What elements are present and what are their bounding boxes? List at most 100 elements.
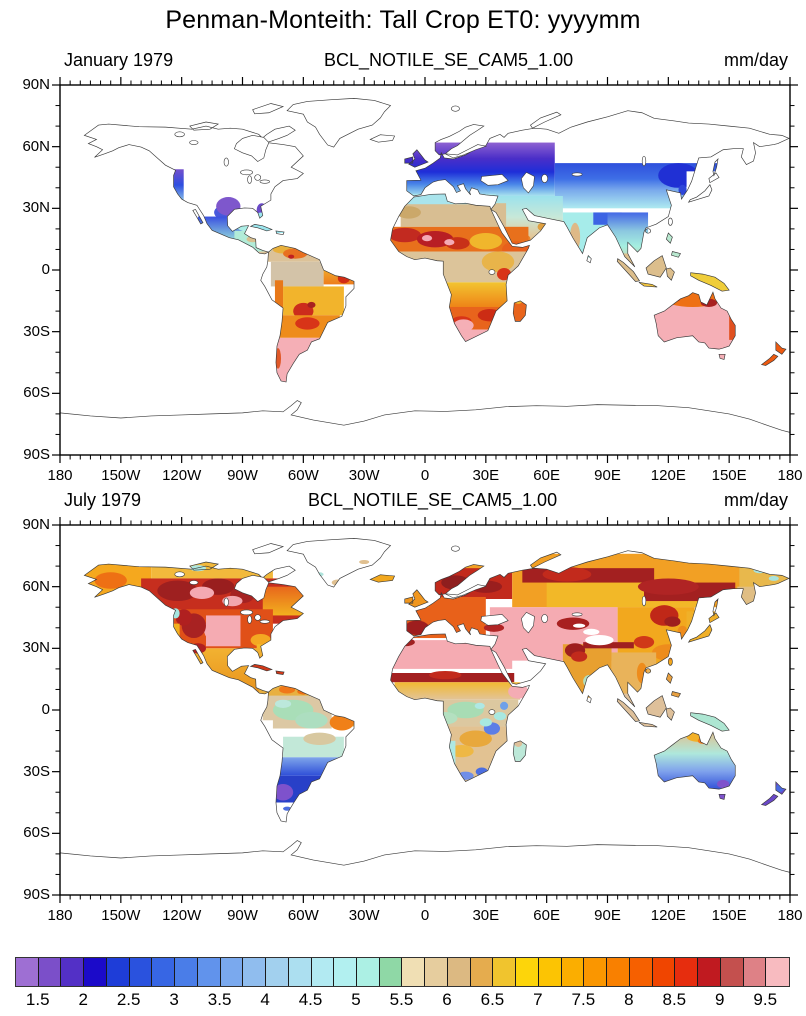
colorbar-tick-label: 7 bbox=[533, 990, 543, 1009]
lat-tick-label: 90N bbox=[22, 76, 50, 93]
colorbar-tick-label: 2 bbox=[78, 990, 88, 1009]
lat-tick-label: 60S bbox=[23, 384, 50, 402]
panel2-model-label: BCL_NOTILE_SE_CAM5_1.00 bbox=[307, 490, 558, 510]
colorbar-swatch bbox=[357, 958, 380, 986]
colorbar-swatch bbox=[516, 958, 539, 986]
map-frame bbox=[59, 524, 791, 896]
lon-tick-label: 180 bbox=[47, 907, 73, 924]
colorbar-tick-label: 7.5 bbox=[571, 990, 596, 1009]
colorbar-tick-label: 8.5 bbox=[662, 990, 687, 1009]
colorbar-swatch bbox=[447, 958, 471, 986]
colorbar-tick-label: 3.5 bbox=[207, 990, 232, 1009]
colorbar-tick-label: 5 bbox=[351, 990, 361, 1009]
colorbar-swatch bbox=[175, 958, 198, 986]
lon-tick-label: 60W bbox=[287, 467, 319, 484]
et0-fill-layer bbox=[80, 553, 790, 811]
colorbar-tick-label: 9 bbox=[715, 990, 725, 1009]
lat-tick-label: 90S bbox=[23, 886, 50, 903]
colorbar-swatch bbox=[129, 958, 153, 986]
lon-tick-label: 60W bbox=[287, 907, 319, 924]
colorbar-swatch bbox=[84, 958, 107, 986]
colorbar-tick-label: 2.5 bbox=[116, 990, 141, 1009]
world-map bbox=[60, 538, 790, 895]
lon-tick-label: 180 bbox=[777, 467, 803, 484]
lon-tick-label: 120W bbox=[162, 907, 202, 924]
coastlines bbox=[60, 98, 790, 455]
colorbar-swatch bbox=[538, 958, 562, 986]
lon-tick-label: 150W bbox=[101, 467, 141, 484]
colorbar-tick-label: 4 bbox=[260, 990, 270, 1009]
colorbar-swatch bbox=[61, 958, 85, 986]
colorbar-swatch bbox=[720, 958, 744, 986]
lat-tick-label: 30N bbox=[22, 639, 50, 657]
axis-ticks bbox=[52, 517, 798, 903]
lon-tick-label: 120E bbox=[650, 907, 686, 924]
colorbar-swatch bbox=[675, 958, 699, 986]
colorbar-swatch bbox=[698, 958, 721, 986]
colorbar-swatch bbox=[629, 958, 653, 986]
lat-tick-label: 90N bbox=[22, 516, 50, 533]
colorbar-swatch bbox=[652, 958, 676, 986]
colorbar-swatch bbox=[220, 958, 244, 986]
lon-tick-label: 150E bbox=[711, 467, 747, 484]
panel2-date-label: July 1979 bbox=[64, 490, 142, 510]
axis-ticks bbox=[52, 77, 798, 463]
lon-tick-label: 90E bbox=[594, 467, 621, 484]
map-july bbox=[48, 513, 802, 907]
lon-tick-label: 0 bbox=[420, 907, 430, 924]
lon-tick-label: 30E bbox=[472, 467, 500, 484]
colorbar bbox=[15, 957, 790, 987]
colorbar-tick-label: 9.5 bbox=[753, 990, 778, 1009]
lat-tick-label: 30S bbox=[23, 762, 50, 780]
lat-tick-label: 90S bbox=[23, 446, 50, 463]
colorbar-tick-label: 6.5 bbox=[480, 990, 505, 1009]
colorbar-tick-label: 5.5 bbox=[389, 990, 414, 1009]
lon-tick-label: 150E bbox=[711, 907, 747, 924]
panel2-units-label: mm/day bbox=[723, 490, 788, 510]
lat-tick-label: 30S bbox=[23, 322, 50, 340]
lon-tick-label: 60E bbox=[533, 907, 560, 924]
map-frame bbox=[59, 84, 791, 456]
panel1-header: January 1979 BCL_NOTILE_SE_CAM5_1.00 mm/… bbox=[60, 50, 790, 74]
colorbar-swatch bbox=[743, 958, 767, 986]
colorbar-tick-label: 3 bbox=[169, 990, 179, 1009]
colorbar-swatch bbox=[38, 958, 62, 986]
lat-tick-label: 0 bbox=[41, 261, 50, 278]
lon-tick-label: 120W bbox=[162, 467, 202, 484]
colorbar-swatch bbox=[106, 958, 130, 986]
colorbar-tick-label: 6 bbox=[442, 990, 452, 1009]
colorbar-swatch bbox=[152, 958, 176, 986]
lon-tick-label: 120E bbox=[650, 467, 686, 484]
lon-tick-label: 180 bbox=[47, 467, 73, 484]
panel1-model-label: BCL_NOTILE_SE_CAM5_1.00 bbox=[323, 50, 574, 70]
colorbar-swatch bbox=[493, 958, 517, 986]
lon-tick-label: 180 bbox=[777, 907, 803, 924]
lon-tick-label: 30E bbox=[472, 907, 500, 924]
map-canvas bbox=[52, 77, 798, 463]
lon-tick-label: 90E bbox=[594, 907, 621, 924]
colorbar-swatch bbox=[607, 958, 630, 986]
map-january bbox=[48, 73, 802, 467]
colorbar-swatch bbox=[470, 958, 494, 986]
world-map bbox=[60, 98, 790, 455]
lon-tick-label: 30W bbox=[348, 907, 380, 924]
colorbar-swatch bbox=[379, 958, 403, 986]
lon-tick-label: 90W bbox=[227, 907, 258, 924]
colorbar-tick-label: 1.5 bbox=[25, 990, 50, 1009]
colorbar-swatch bbox=[402, 958, 426, 986]
lat-tick-label: 0 bbox=[41, 701, 50, 718]
map-canvas bbox=[52, 517, 798, 903]
coastlines bbox=[60, 538, 790, 895]
figure-title: Penman-Monteith: Tall Crop ET0: yyyymm bbox=[165, 6, 641, 34]
colorbar-tick-label: 4.5 bbox=[298, 990, 323, 1009]
colorbar-swatch bbox=[266, 958, 289, 986]
colorbar-tick-label: 8 bbox=[624, 990, 634, 1009]
et0-fill-layer bbox=[171, 142, 790, 384]
colorbar-swatch bbox=[425, 958, 448, 986]
lon-tick-label: 60E bbox=[533, 467, 560, 484]
colorbar-swatch bbox=[584, 958, 608, 986]
lat-tick-label: 60S bbox=[23, 824, 50, 842]
lakes bbox=[174, 131, 647, 275]
lon-tick-label: 0 bbox=[420, 467, 430, 484]
